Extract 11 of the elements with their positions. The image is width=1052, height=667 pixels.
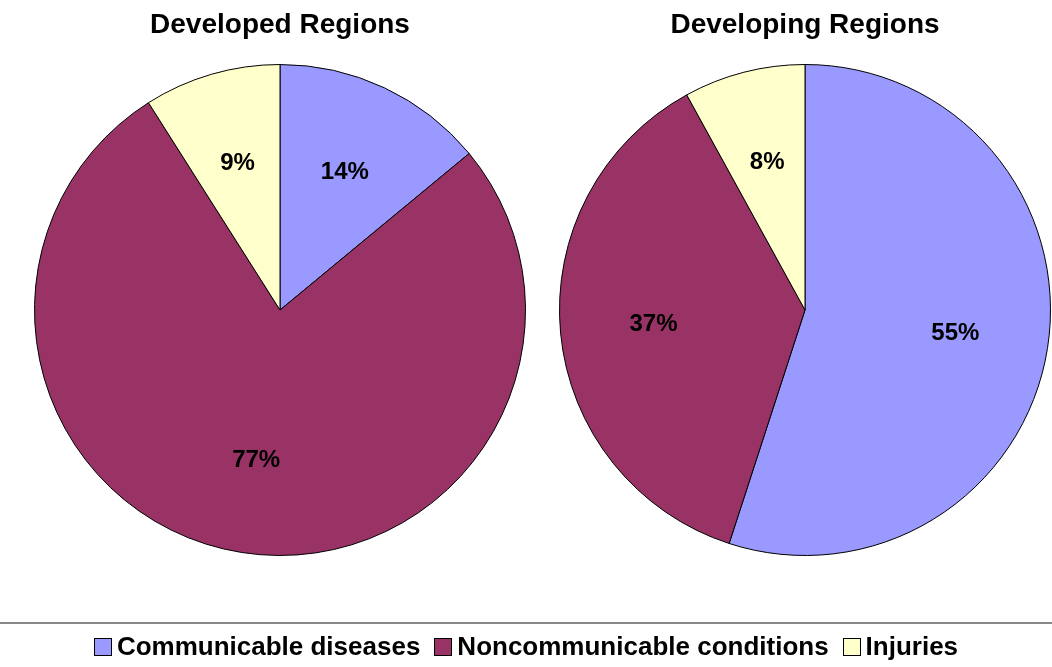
data-label: 55% (931, 318, 980, 346)
chart-title: Developed Regions (149, 8, 411, 40)
data-label: 37% (629, 308, 678, 336)
data-label: 14% (320, 156, 369, 184)
chart-title: Developing Regions (669, 8, 941, 40)
data-label: 9% (220, 148, 255, 176)
data-label: 77% (232, 444, 281, 472)
legend-label: Injuries (865, 631, 959, 662)
legend-label: Communicable diseases (116, 631, 421, 662)
legend-label: Noncommunicable conditions (457, 631, 829, 662)
data-label: 8% (749, 147, 785, 175)
